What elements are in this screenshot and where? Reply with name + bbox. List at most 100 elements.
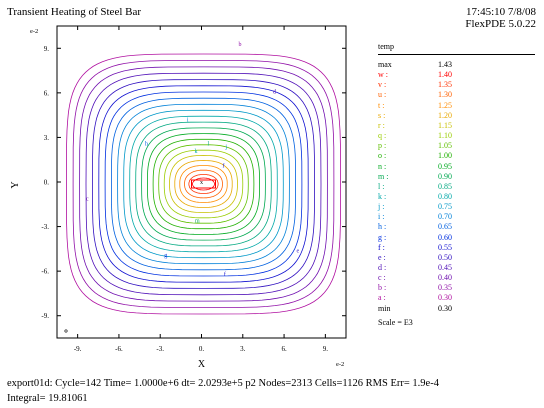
legend-row: u : 1.30	[378, 90, 518, 100]
y-tick-label: 3.	[44, 134, 50, 142]
legend-value: 0.85	[438, 181, 452, 191]
contour-label: e	[296, 248, 299, 254]
contour-label: f	[223, 163, 225, 170]
legend-value: 0.50	[438, 252, 452, 262]
legend-label: q :	[378, 131, 387, 141]
legend-value: 1.15	[438, 120, 452, 130]
contour-line	[117, 103, 290, 265]
x-tick-label: -9.	[74, 345, 82, 353]
contour-line	[79, 66, 328, 302]
legend-value: 1.43	[438, 60, 452, 69]
contour-label: k	[194, 149, 197, 155]
legend-value: 0.95	[438, 161, 452, 171]
legend-label: p :	[378, 141, 387, 151]
x-tick-label: 9.	[323, 345, 329, 353]
legend-max-row: max 1.43	[378, 60, 518, 70]
x-tick-label: 0.	[199, 345, 205, 353]
legend-row: f : 0.55	[378, 243, 518, 253]
legend-label: max	[378, 60, 392, 69]
contour-line	[158, 144, 249, 224]
legend-label: k :	[378, 191, 387, 201]
y-tick-label: 6.	[44, 89, 50, 97]
contour-line	[129, 115, 278, 253]
legend-value: 0.30	[438, 303, 452, 313]
legend-row: n : 0.95	[378, 162, 518, 172]
y-exponent: e-2	[30, 28, 38, 35]
contour-line	[188, 174, 219, 194]
contour-line	[179, 165, 228, 203]
legend-value: 1.00	[438, 151, 452, 161]
legend-label: o :	[378, 151, 387, 161]
contour-line	[123, 109, 284, 259]
legend-row: o : 1.00	[378, 151, 518, 161]
contour-line	[141, 127, 266, 241]
x-axis-label: X	[198, 359, 206, 370]
legend-label: g :	[378, 232, 387, 242]
legend-label: e :	[378, 252, 386, 262]
legend-label: min	[378, 303, 391, 313]
legend-row: q : 1.10	[378, 131, 518, 141]
legend-value: 0.45	[438, 263, 452, 272]
contour-label: j	[224, 144, 227, 150]
legend-row: h : 0.65	[378, 222, 518, 232]
legend-row: i : 0.70	[378, 212, 518, 222]
contour-line	[146, 133, 261, 235]
scale-note: Scale = E3	[378, 318, 413, 327]
legend-label: b :	[378, 283, 387, 293]
legend-label: l :	[378, 181, 385, 191]
x-tick-label: 6.	[281, 345, 287, 353]
x-tick-label: -3.	[156, 345, 164, 353]
contour-label: g	[164, 253, 167, 259]
x-exponent: e-2	[336, 361, 344, 368]
legend-label: j :	[378, 202, 385, 212]
legend-value: 1.20	[438, 110, 452, 120]
contour-line	[85, 72, 322, 296]
contour-line	[184, 169, 223, 199]
legend-label: n :	[378, 161, 387, 171]
contour-line	[98, 85, 309, 283]
legend-min-row: min 0.30	[378, 304, 518, 314]
contour-line	[163, 149, 244, 219]
contour-line	[135, 121, 272, 247]
contour-line	[104, 91, 303, 277]
contour-line	[92, 79, 315, 289]
heat-source-rect	[191, 179, 216, 189]
legend-value: 1.35	[438, 80, 452, 90]
contour-line	[174, 160, 233, 208]
y-tick-label: -9.	[41, 312, 49, 320]
legend-value: 0.70	[438, 212, 452, 222]
legend-row: e : 0.50	[378, 253, 518, 263]
status-line: export01d: Cycle=142 Time= 1.0000e+6 dt=…	[7, 378, 439, 389]
integral-line: Integral= 19.81061	[7, 393, 88, 404]
legend-value: 0.40	[438, 273, 452, 283]
y-axis-label: Y	[10, 181, 21, 188]
legend-value: 0.65	[438, 222, 452, 232]
legend-title: temp	[378, 42, 394, 51]
x-tick-label: 3.	[240, 345, 246, 353]
legend-row: c : 0.40	[378, 273, 518, 283]
legend-label: c :	[378, 273, 386, 283]
legend-label: m :	[378, 171, 389, 181]
legend-label: f :	[378, 242, 385, 252]
legend-row: v : 1.35	[378, 80, 518, 90]
plot-title: Transient Heating of Steel Bar	[7, 6, 142, 18]
legend-row: t : 1.25	[378, 101, 518, 111]
legend-row: a : 0.30	[378, 293, 518, 303]
legend-label: h :	[378, 222, 387, 232]
legend-row: k : 0.80	[378, 192, 518, 202]
y-tick-label: 9.	[44, 45, 50, 53]
legend-row: b : 0.35	[378, 283, 518, 293]
legend-row: p : 1.05	[378, 141, 518, 151]
legend-label: w :	[378, 70, 388, 80]
contour-label: i	[187, 118, 189, 124]
legend-row: j : 0.75	[378, 202, 518, 212]
legend-row: d : 0.45	[378, 263, 518, 273]
contour-line	[169, 154, 238, 214]
legend-value: 1.25	[438, 100, 452, 110]
contour-line	[66, 53, 341, 315]
contour-label: b	[239, 42, 242, 48]
legend-value: 0.60	[438, 232, 452, 242]
contour-line	[110, 97, 297, 271]
legend-label: a :	[378, 293, 386, 303]
legend-label: i :	[378, 212, 385, 222]
